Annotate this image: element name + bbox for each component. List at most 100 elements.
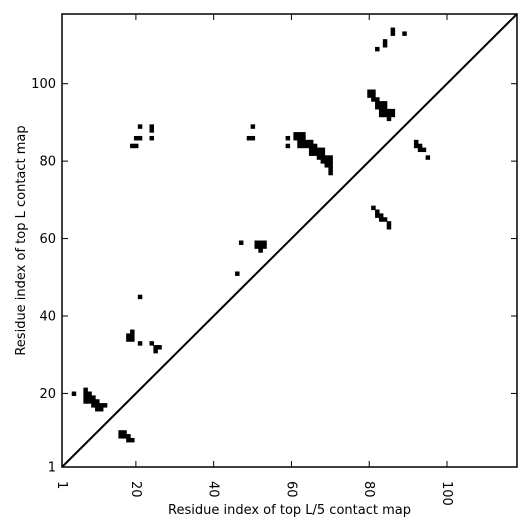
contact-point (417, 143, 423, 149)
contact-point (425, 155, 431, 160)
contact-point (262, 240, 267, 245)
contact-point (316, 155, 322, 160)
contact-point (91, 395, 96, 400)
contact-point (402, 31, 407, 36)
contact-point (382, 43, 388, 48)
contact-point (308, 143, 314, 149)
contact-point (130, 143, 135, 149)
contact-point (95, 403, 100, 408)
contact-point (258, 240, 263, 245)
contact-point (386, 225, 392, 230)
contact-point (390, 27, 396, 33)
contact-point (301, 143, 306, 149)
contact-point (301, 132, 306, 137)
contact-point (378, 101, 384, 106)
contact-point (382, 108, 388, 114)
contact-point (122, 434, 127, 439)
contact-point (382, 104, 388, 110)
contact-point (83, 399, 88, 404)
contact-point (95, 406, 100, 412)
contact-point (371, 93, 376, 98)
contact-point (235, 271, 240, 276)
contact-point (390, 112, 396, 118)
contact-point (301, 135, 306, 141)
contact-point (378, 217, 384, 222)
contact-point (301, 139, 306, 145)
y-axis-label: Residue index of top L contact map (14, 125, 29, 355)
x-tick-label: 20 (128, 481, 143, 498)
y-tick-label: 20 (39, 387, 56, 402)
contact-point (153, 345, 158, 350)
diagonal-line (61, 13, 518, 468)
contact-point (149, 124, 154, 129)
contact-point (390, 31, 396, 36)
contact-point (130, 337, 135, 342)
contact-point (98, 403, 104, 408)
contact-point (91, 399, 96, 404)
contact-point (285, 143, 291, 149)
contact-point (250, 124, 256, 129)
contact-point (413, 143, 419, 149)
contact-point (293, 132, 298, 137)
contact-point (316, 151, 322, 156)
contact-point (375, 101, 380, 106)
contact-point (382, 217, 388, 222)
contact-point (375, 97, 380, 102)
contact-point (250, 135, 256, 141)
contact-point (324, 159, 329, 164)
contact-point (378, 112, 384, 118)
contact-point (102, 403, 108, 408)
contact-point (421, 147, 427, 153)
contact-point (390, 108, 396, 114)
contact-point (262, 244, 267, 249)
contact-point (375, 104, 380, 110)
contact-point (386, 221, 392, 226)
contact-point (98, 406, 104, 412)
contact-point (258, 244, 263, 249)
contact-point (378, 104, 384, 110)
contact-point (367, 93, 372, 98)
contact-point (417, 147, 423, 153)
contact-point (378, 213, 384, 218)
contact-point (83, 395, 88, 400)
contact-point (133, 135, 139, 141)
y-tick-label: 60 (39, 232, 56, 247)
contact-point (153, 348, 158, 354)
contact-point (324, 163, 329, 168)
contact-point (238, 240, 244, 245)
contact-point (130, 437, 135, 443)
contact-point (95, 399, 100, 404)
contact-point (297, 139, 302, 145)
contact-point (312, 151, 318, 156)
contact-point (386, 112, 392, 118)
contact-point (149, 128, 154, 133)
contact-point (328, 166, 333, 172)
contact-point (258, 248, 263, 253)
contact-point (87, 399, 92, 404)
y-tick-label: 100 (31, 77, 56, 92)
y-tick-label: 1 (48, 461, 56, 476)
contact-point (297, 132, 302, 137)
contact-point (122, 430, 127, 435)
contact-point (87, 395, 92, 400)
contact-point (149, 135, 154, 141)
contact-point (285, 135, 291, 141)
contact-point (126, 333, 131, 338)
contact-point (378, 108, 384, 114)
contact-point (91, 403, 96, 408)
contact-point (320, 155, 326, 160)
x-axis-label: Residue index of top L/5 contact map (168, 503, 411, 518)
contact-point (316, 147, 322, 153)
contact-point (137, 294, 143, 300)
contact-marks (71, 27, 431, 443)
contact-point (83, 387, 88, 393)
contact-point (324, 155, 329, 160)
contact-point (328, 170, 333, 176)
contact-point (328, 159, 333, 164)
contact-point (118, 430, 123, 435)
contact-point (130, 329, 135, 335)
contact-point (305, 139, 310, 145)
contact-point (386, 108, 392, 114)
